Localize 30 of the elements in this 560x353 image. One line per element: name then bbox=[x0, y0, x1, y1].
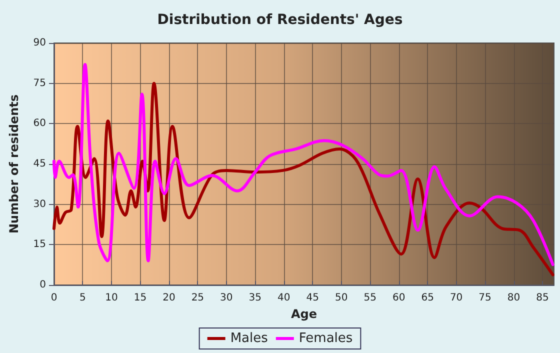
y-tick-label: 45 bbox=[33, 158, 46, 170]
x-tick-label: 35 bbox=[248, 292, 262, 304]
x-tick-label: 10 bbox=[105, 292, 118, 304]
x-tick-label: 15 bbox=[134, 292, 147, 304]
x-tick-label: 30 bbox=[220, 292, 233, 304]
x-tick-label: 80 bbox=[507, 292, 520, 304]
x-tick-label: 65 bbox=[421, 292, 434, 304]
x-tick-label: 45 bbox=[306, 292, 319, 304]
y-tick-label: 90 bbox=[33, 38, 46, 48]
chart-title: Distribution of Residents' Ages bbox=[157, 12, 403, 28]
x-tick-label: 70 bbox=[450, 292, 463, 304]
x-tick-label: 20 bbox=[162, 292, 176, 304]
x-tick-label: 55 bbox=[364, 292, 376, 304]
y-tick-label: 30 bbox=[33, 198, 46, 210]
y-tick-label: 75 bbox=[33, 78, 46, 89]
x-tick-label: 60 bbox=[392, 292, 406, 304]
legend-label: Males bbox=[230, 331, 268, 346]
x-axis-title: Age bbox=[290, 306, 318, 321]
y-tick-label: 60 bbox=[33, 118, 46, 130]
legend-label: Females bbox=[298, 331, 353, 346]
y-tick-label: 15 bbox=[33, 239, 46, 250]
x-tick-label: 50 bbox=[334, 292, 348, 304]
x-tick-label: 25 bbox=[191, 292, 204, 304]
y-tick-label: 0 bbox=[40, 280, 46, 290]
x-tick-label: 5 bbox=[80, 292, 86, 304]
x-tick-label: 40 bbox=[278, 292, 290, 304]
x-tick-label: 0 bbox=[50, 292, 58, 304]
y-axis-title: Number of residents bbox=[7, 94, 21, 234]
x-tick-label: 85 bbox=[536, 292, 549, 304]
x-tick-label: 75 bbox=[478, 292, 492, 304]
